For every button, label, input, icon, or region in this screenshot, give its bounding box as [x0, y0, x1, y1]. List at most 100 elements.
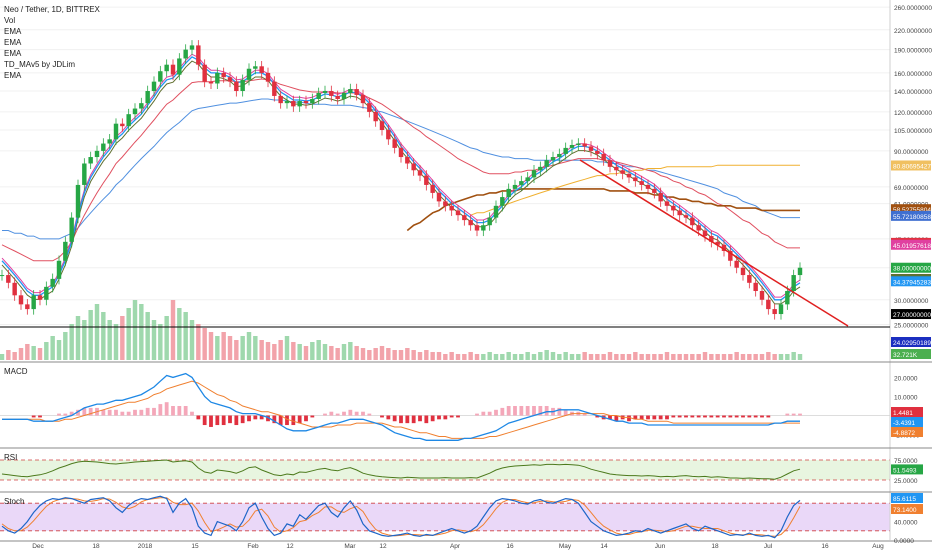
volume-bar [170, 300, 176, 360]
macd-histogram-bar [183, 406, 188, 416]
macd-histogram-bar [234, 415, 239, 426]
candle-body [170, 64, 176, 75]
macd-histogram-bar [88, 407, 93, 416]
volume-bar [272, 344, 277, 360]
volume-bar [367, 350, 372, 360]
macd-badge-label: 1.4481 [893, 410, 913, 417]
volume-bar [740, 354, 746, 360]
volume-bar [132, 300, 138, 360]
volume-bar [443, 354, 448, 360]
candle-body [550, 157, 556, 161]
candle-body [544, 160, 549, 167]
macd-histogram-bar [411, 415, 416, 424]
volume-bar [671, 354, 676, 360]
volume-bar [506, 352, 511, 360]
macd-histogram-bar [297, 415, 302, 424]
macd-histogram-bar [101, 409, 106, 416]
legend-ema-4[interactable]: EMA [4, 71, 22, 80]
macd-histogram-bar [272, 415, 277, 424]
volume-bar [202, 328, 207, 360]
candle-body [525, 177, 530, 182]
volume-bar [595, 354, 600, 360]
macd-histogram-bar [240, 415, 245, 424]
volume-bar [379, 346, 385, 360]
candle-body [500, 197, 505, 206]
macd-title[interactable]: MACD [4, 367, 28, 376]
rsi-title[interactable]: RSI [4, 453, 18, 462]
macd-histogram-bar [487, 411, 492, 416]
candle-body [367, 103, 372, 112]
candle-body [177, 58, 182, 75]
macd-histogram-bar [278, 415, 283, 426]
candle-body [335, 95, 340, 99]
volume-bar [373, 348, 378, 360]
macd-histogram-bar [418, 415, 422, 422]
volume-bar [37, 348, 43, 360]
rsi-badge: 51.5493 [891, 464, 923, 475]
volume-bar [487, 352, 492, 360]
macd-histogram-bar [627, 415, 631, 422]
volume-bar [240, 336, 245, 360]
volume-bar [557, 354, 562, 360]
stoch-title[interactable]: Stoch [4, 497, 25, 506]
price-badge: 80.80695427 [891, 160, 931, 171]
macd-histogram-bar [133, 409, 137, 416]
candle-body [291, 101, 296, 107]
volume-bar [25, 344, 30, 360]
macd-histogram-bar [120, 411, 125, 416]
legend-vol[interactable]: Vol [4, 16, 16, 25]
volume-bar [474, 354, 480, 360]
macd-histogram-bar [310, 415, 315, 418]
macd-histogram-bar [291, 415, 296, 426]
volume-bar [31, 346, 36, 360]
candle-body [246, 68, 252, 80]
candle-body [493, 205, 499, 218]
volume-bar [392, 350, 397, 360]
volume-bar [348, 342, 353, 360]
candle-body [303, 101, 309, 104]
volume-bar [588, 354, 594, 360]
candle-body [284, 101, 290, 104]
trend-line [579, 159, 849, 327]
candle-body [158, 71, 163, 82]
volume-bar [101, 312, 106, 360]
macd-histogram-bar [671, 415, 676, 418]
candle-body [398, 147, 404, 158]
macd-histogram-bar [164, 402, 169, 416]
candle-body [436, 192, 442, 202]
legend-ema-2[interactable]: EMA [4, 38, 22, 47]
candle-body [449, 205, 454, 211]
legend-ema-1[interactable]: EMA [4, 27, 22, 36]
candle-body [747, 275, 752, 283]
volume-bar [341, 344, 347, 360]
candle-body [18, 295, 24, 305]
macd-histogram-bar [506, 406, 511, 416]
volume-bar [569, 354, 575, 360]
candle-body [164, 64, 169, 72]
volume-bar [449, 352, 454, 360]
volume-bar [576, 354, 581, 360]
macd-histogram-bar [126, 411, 131, 416]
volume-bar [721, 354, 727, 360]
indicator-legend: Neo / Tether, 1D, BITTREX Vol EMA EMA EM… [4, 4, 100, 81]
volume-bar [753, 354, 758, 360]
price-badge: 32.721K [891, 349, 931, 359]
macd-histogram-bar [405, 415, 410, 424]
volume-bar [310, 342, 315, 360]
symbol-title[interactable]: Neo / Tether, 1D, BITTREX [4, 5, 100, 14]
legend-td-mav5[interactable]: TD_MAv5 by JDLim [4, 60, 75, 69]
macd-histogram-bar [557, 407, 562, 416]
macd-histogram-bar [709, 415, 714, 418]
volume-bar [797, 354, 803, 360]
candle-body [278, 95, 283, 104]
volume-bar [519, 354, 524, 360]
candle-body [253, 66, 258, 69]
price-badge: 38.00000000 [891, 262, 931, 273]
legend-ema-3[interactable]: EMA [4, 49, 22, 58]
macd-histogram-bar [221, 415, 226, 426]
candle-body [379, 121, 385, 130]
candle-body [189, 45, 195, 50]
candle-body [538, 166, 543, 171]
macd-histogram-bar [399, 415, 403, 424]
